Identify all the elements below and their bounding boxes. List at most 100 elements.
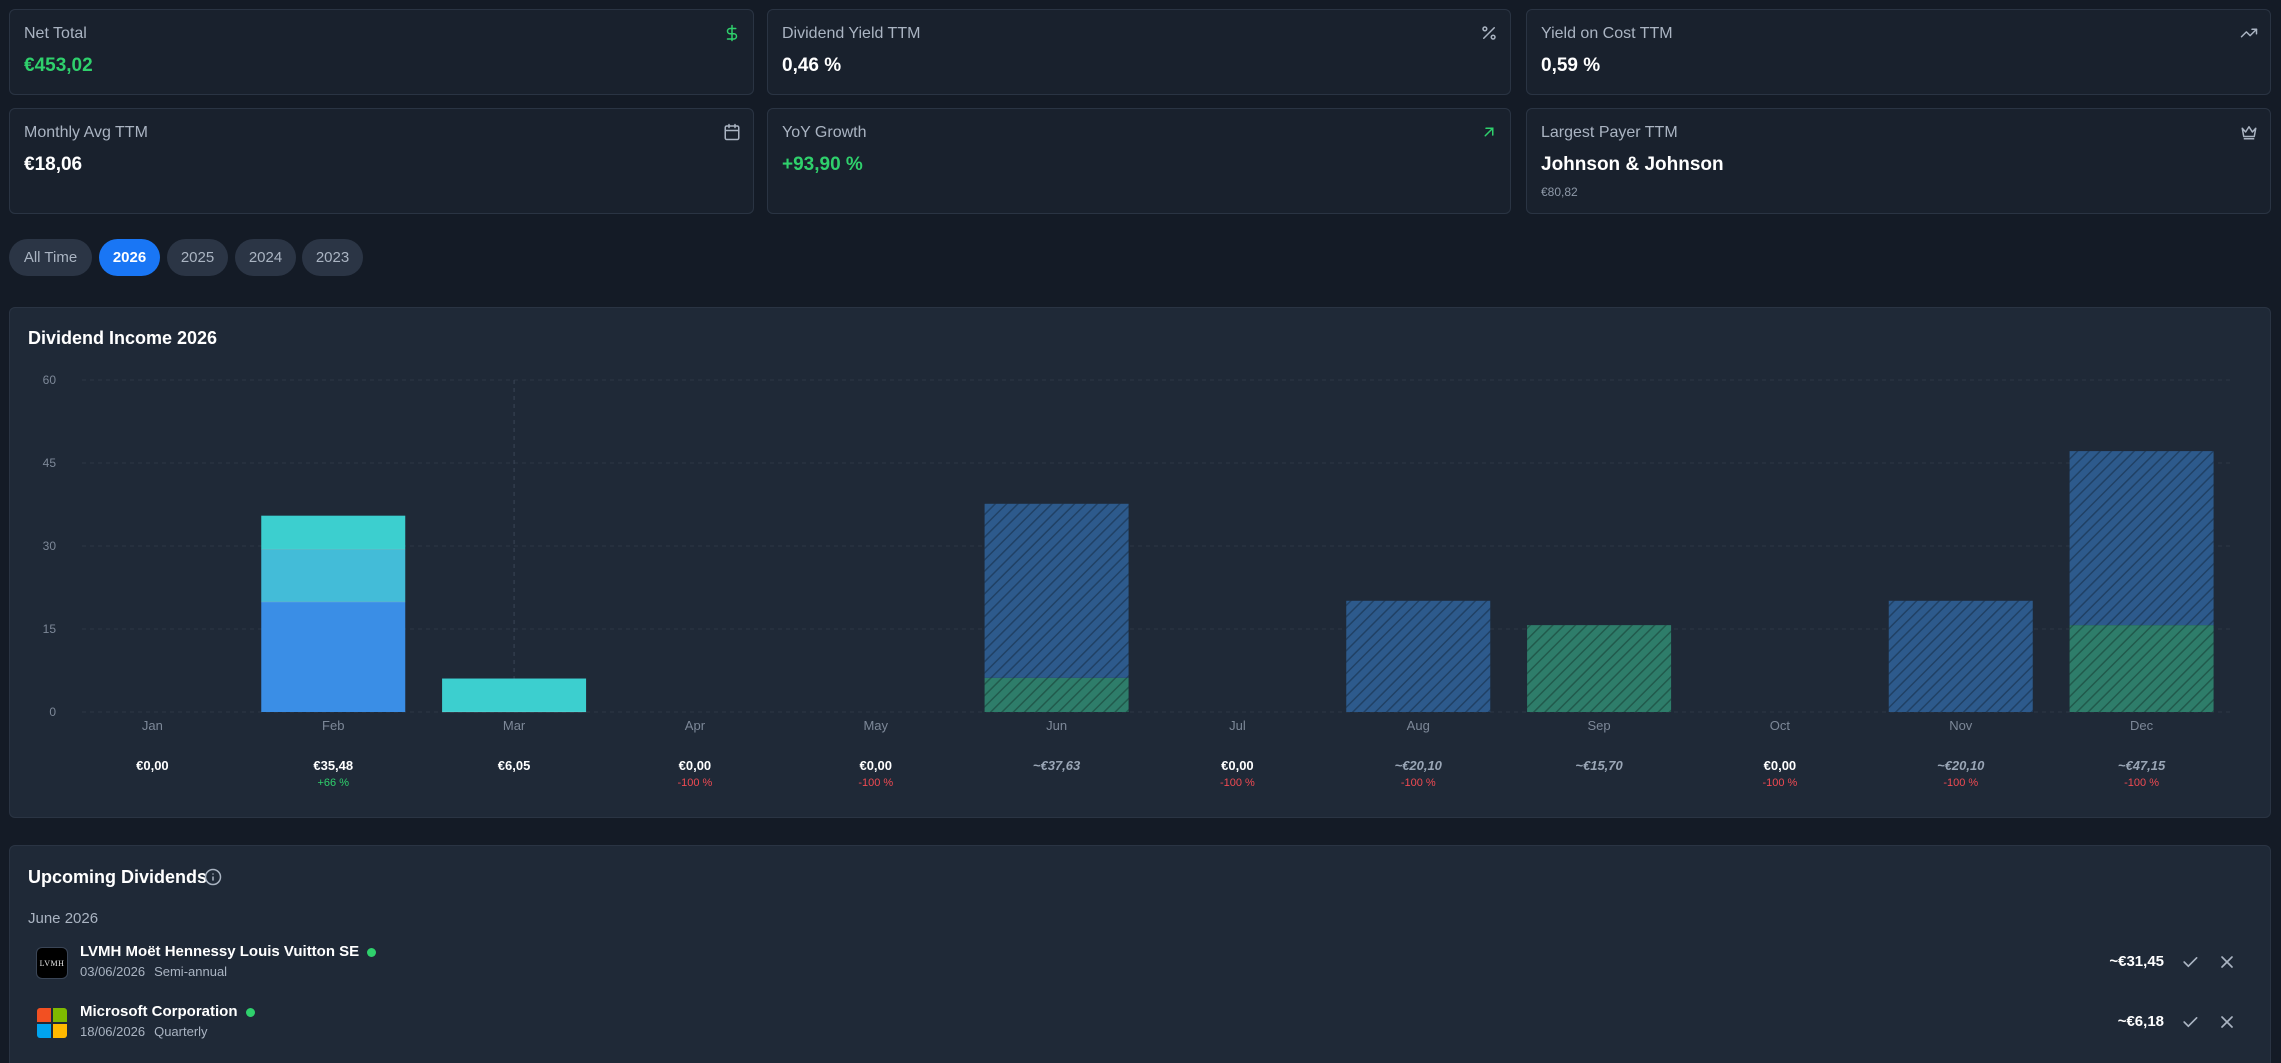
month-amount: €35,48 [313,758,354,773]
estimated-hatch [1527,625,1672,712]
month-amount: ~€20,10 [1394,758,1442,773]
month-summary: ~€20,10 -100 % [1363,758,1473,789]
month-change: -100 % [1762,777,1798,789]
dividend-amount: ~€6,18 [2117,1013,2164,1030]
y-tick-label: 45 [43,456,57,470]
x-tick-label: Mar [503,718,526,733]
x-tick-label: Sep [1588,718,1611,733]
status-dot [367,947,377,957]
x-tick-label: Jul [1229,718,1246,733]
stat-value: 0,59 % [1541,55,1601,76]
bar-segment-feb[interactable] [261,601,406,712]
trending-up-icon [2240,28,2258,38]
month-summary: €0,00 -100 % [640,758,750,789]
month-summary: ~€37,63 [1002,758,1112,773]
stat-card-yield-on-cost: Yield on Cost TTM 0,59 % [1526,9,2271,95]
month-amount: €0,00 [678,758,712,773]
x-tick-label: Dec [2130,718,2154,733]
filter-all-time[interactable]: All Time [9,239,92,276]
stat-label: Dividend Yield TTM [782,25,921,42]
percent-icon [1482,26,1496,40]
stat-label: Yield on Cost TTM [1541,25,1673,42]
estimated-hatch [984,503,1129,678]
x-tick-label: Apr [685,718,706,733]
stat-label: YoY Growth [782,124,867,141]
company-name-wrap: LVMH Moët Hennessy Louis Vuitton SE [80,943,377,960]
filter-2026[interactable]: 2026 [99,239,160,276]
month-amount: €0,00 [1763,758,1797,773]
month-amount: ~€37,63 [1032,758,1081,773]
y-tick-label: 30 [43,539,57,553]
upcoming-row[interactable]: Microsoft Corporation 18/06/2026 Quarterl… [28,999,2252,1049]
month-summary: €35,48 +66 % [278,758,388,789]
bar-segment-feb[interactable] [261,515,406,550]
y-tick-label: 0 [49,705,56,719]
stat-value: 0,46 % [782,55,842,76]
month-amount: ~€15,70 [1575,758,1623,773]
stat-label: Monthly Avg TTM [24,124,148,141]
confirm-check-icon[interactable] [2180,952,2200,972]
upcoming-row[interactable]: LVMH LVMH Moët Hennessy Louis Vuitton SE… [28,939,2252,989]
month-amount: €0,00 [1221,758,1254,773]
estimated-hatch [1888,600,2033,712]
month-amount: €0,00 [136,758,169,773]
stat-sub-value: €80,82 [1541,185,1578,199]
company-name: Microsoft Corporation [80,1003,238,1020]
month-amount: ~€20,10 [1937,758,1985,773]
stat-card-net-total: Net Total €453,02 [9,9,754,95]
month-change: -100 % [858,777,894,789]
stat-card-monthly-avg: Monthly Avg TTM €18,06 [9,108,754,214]
dismiss-close-icon[interactable] [2217,1012,2237,1032]
confirm-check-icon[interactable] [2180,1012,2200,1032]
month-change: -100 % [1400,777,1436,789]
microsoft-logo [36,1007,68,1039]
filter-2023[interactable]: 2023 [302,239,363,276]
stat-value: €453,02 [24,55,93,76]
stat-label: Largest Payer TTM [1541,124,1678,141]
month-summary: ~€20,10 -100 % [1906,758,2016,789]
bar-segment-feb[interactable] [261,549,406,602]
info-icon[interactable] [204,868,222,886]
x-tick-label: Jan [142,718,163,733]
dividend-meta: 03/06/2026 Semi-annual [80,964,227,979]
month-amount: €6,05 [497,758,531,773]
month-heading: June 2026 [28,910,99,927]
dividend-meta: 18/06/2026 Quarterly [80,1024,208,1039]
dividend-amount: ~€31,45 [2109,953,2164,970]
estimated-hatch [2069,625,2214,712]
calendar-icon [724,123,740,141]
y-tick-label: 60 [43,373,57,387]
dividend-income-panel: Dividend Income 2026 0 15 30 45 60 Jan Feb Mar A… [9,307,2271,818]
x-tick-label: Feb [322,718,344,733]
dismiss-close-icon[interactable] [2217,952,2237,972]
month-summary: €0,00 -100 % [821,758,931,789]
month-summary: ~€15,70 [1544,758,1654,773]
stat-value: Johnson & Johnson [1541,154,1724,175]
month-summary: ~€47,15 -100 % [2087,758,2197,789]
company-name: LVMH Moët Hennessy Louis Vuitton SE [80,943,360,960]
month-change: -100 % [677,777,713,789]
stat-value: €18,06 [24,154,83,175]
filter-2025[interactable]: 2025 [167,239,228,276]
bar-segment-mar[interactable] [442,678,587,712]
month-change: -100 % [1219,777,1255,789]
month-summary: €0,00 -100 % [1182,758,1292,789]
x-tick-label: Nov [1949,718,1973,733]
stat-value: +93,90 % [782,154,863,175]
dividend-income-chart: 0 15 30 45 60 Jan Feb Mar Apr May Jun Jul Aug Sep Oct N… [43,373,2232,733]
upcoming-title: Upcoming Dividends [28,867,208,887]
month-amount: ~€47,15 [2117,758,2166,773]
filter-2024[interactable]: 2024 [235,239,296,276]
stat-card-dividend-yield: Dividend Yield TTM 0,46 % [767,9,1511,95]
company-name-wrap: Microsoft Corporation [80,1003,255,1020]
pay-date: 03/06/2026 [80,964,146,979]
x-tick-label: Jun [1046,718,1067,733]
crown-icon [2241,126,2257,140]
chart-title: Dividend Income 2026 [28,328,218,348]
company-logo: LVMH [36,947,68,979]
x-tick-label: May [863,718,888,733]
x-tick-label: Aug [1407,718,1430,733]
frequency: Quarterly [154,1024,208,1039]
y-tick-label: 15 [43,622,57,636]
estimated-hatch [1346,600,1491,712]
